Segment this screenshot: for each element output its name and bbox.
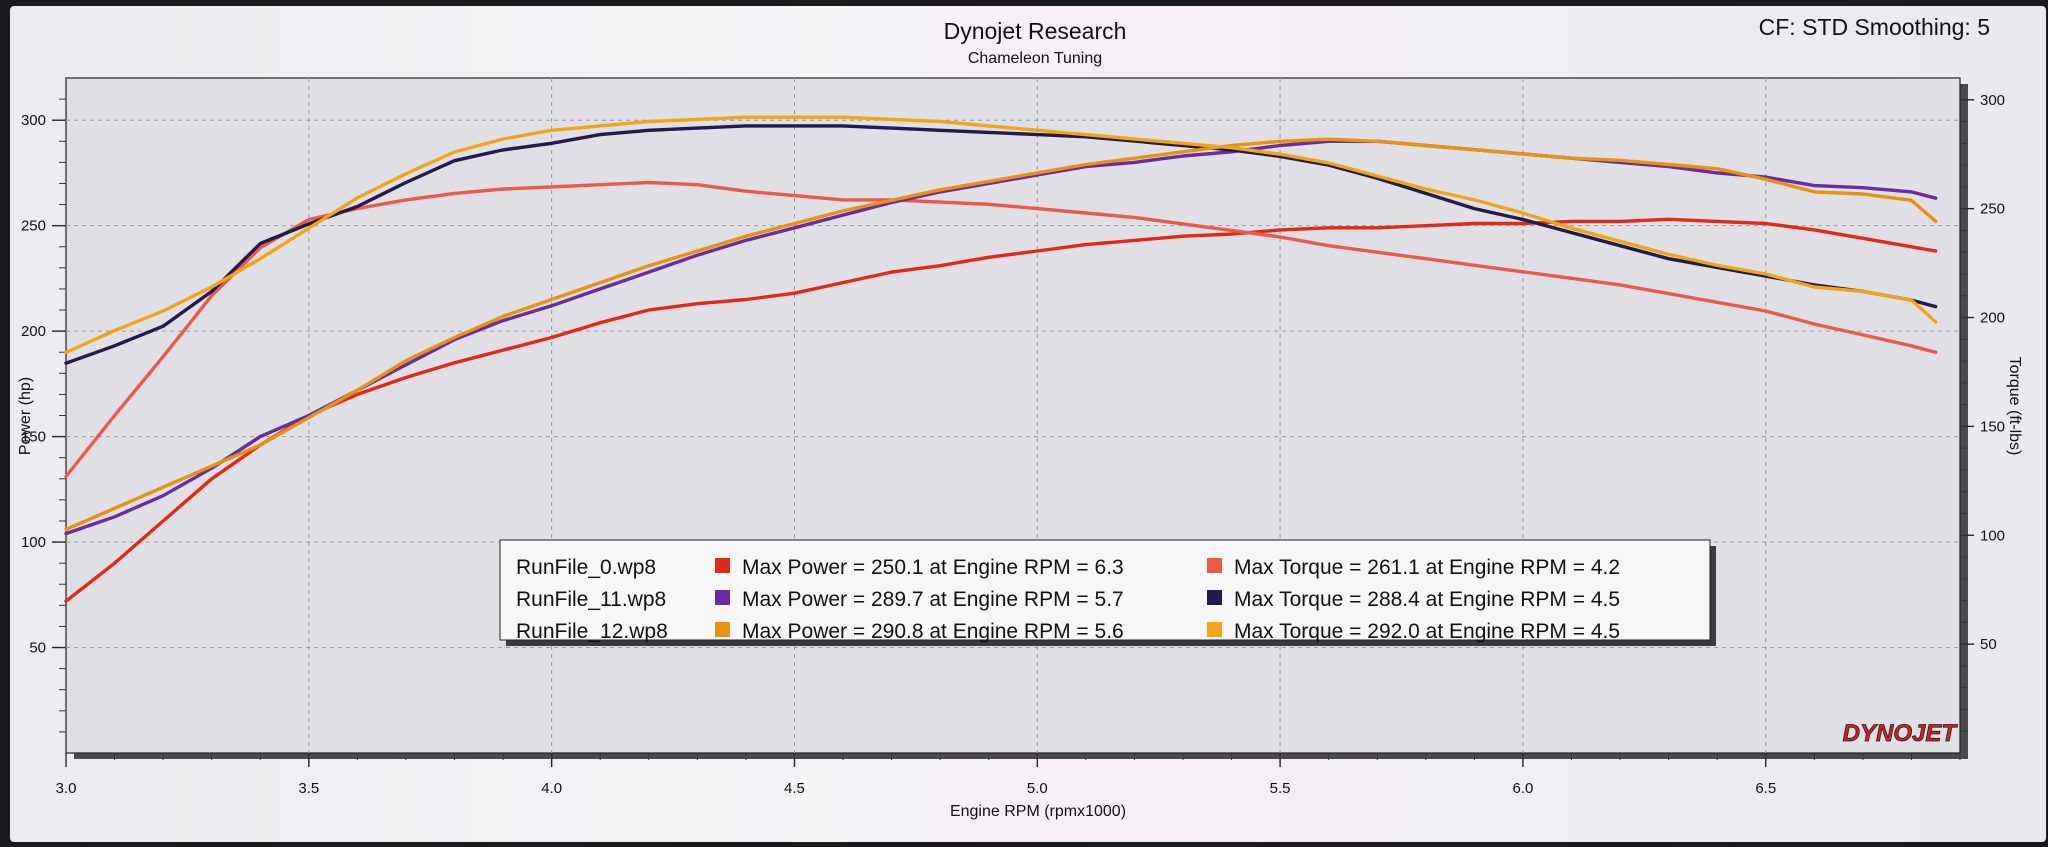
x-tick-label: 4.0 [541,780,562,797]
axes: 3.0 3.5 4.0 4.5 5.0 5.5 6.0 6.5 50 100 150 200 250 30… [21,92,2005,797]
x-tick-label: 5.0 [1027,780,1048,797]
dynojet-logo-text: DYNOJET [1843,720,1959,747]
legend-swatch-power [715,590,730,605]
legend-swatch-torque [1207,558,1222,573]
legend-max-torque: Max Torque = 261.1 at Engine RPM = 4.2 [1234,556,1620,579]
x-tick-label: 3.5 [298,780,319,797]
dyno-screen: Dynojet Research Chameleon Tuning CF: ST… [10,6,2046,842]
x-tick-label: 5.5 [1270,780,1291,797]
y-tick-label: 250 [21,218,46,235]
y2-tick-label: 200 [1980,310,2005,327]
legend-swatch-power [715,622,730,637]
series-line-torque [64,115,1938,355]
legend-swatch-power [715,558,730,573]
x-tick-label: 4.5 [784,780,805,797]
dynojet-logo: DYNOJET [1842,720,1959,748]
legend-max-power: Max Power = 289.7 at Engine RPM = 5.7 [742,588,1124,611]
series-line-torque [64,124,1938,365]
x-axis-label: Engine RPM (rpmx1000) [950,803,1126,820]
y-axis-label: Power (hp) [17,377,34,455]
series-line-power [64,217,1938,603]
y2-tick-label: 250 [1980,201,2005,218]
legend-swatch-torque [1207,590,1222,605]
y-tick-label: 100 [21,534,46,551]
settings-readout: CF: STD Smoothing: 5 [1759,14,1990,40]
legend-swatch-torque [1207,622,1222,637]
series-line-power [64,139,1938,536]
legend-max-power: Max Power = 290.8 at Engine RPM = 5.6 [742,620,1124,643]
chart-title: Dynojet Research [944,18,1127,44]
y-tick-label: 50 [29,640,46,657]
legend-max-power: Max Power = 250.1 at Engine RPM = 6.3 [742,556,1124,579]
legend-max-torque: Max Torque = 288.4 at Engine RPM = 4.5 [1234,588,1620,611]
legend-file-name: RunFile_11.wp8 [516,588,666,611]
series-lines [64,115,1938,603]
y-tick-label: 150 [21,429,46,446]
y-tick-label: 300 [21,112,46,129]
legend-file-name: RunFile_0.wp8 [516,556,656,579]
dyno-chart: Dynojet Research Chameleon Tuning CF: ST… [17,14,2023,820]
series-line-torque [64,180,1938,479]
legend-max-torque: Max Torque = 292.0 at Engine RPM = 4.5 [1234,620,1620,643]
y2-tick-label: 300 [1980,92,2005,109]
legend-box [499,539,1711,641]
y-tick-label: 200 [21,323,46,340]
series-line-power [64,137,1938,532]
x-tick-label: 6.5 [1755,780,1776,797]
y2-axis-label: Torque (ft-lbs) [2006,357,2023,456]
x-tick-label: 6.0 [1512,780,1533,797]
y2-tick-label: 50 [1980,636,1997,653]
y2-tick-label: 100 [1980,527,2005,544]
chart-subtitle: Chameleon Tuning [968,50,1102,67]
legend-file-name: RunFile_12.wp8 [516,620,668,643]
legend: RunFile_0.wp8 Max Power = 250.1 at Engine… [499,539,1716,646]
y2-tick-label: 150 [1980,418,2005,435]
x-tick-label: 3.0 [56,780,77,797]
